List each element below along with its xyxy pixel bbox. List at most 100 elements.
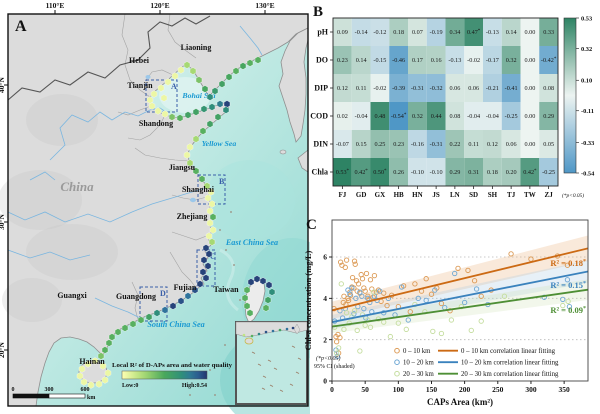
heatmap-col-label: SH	[488, 191, 498, 199]
map-dot	[192, 108, 200, 116]
map-dot	[246, 59, 254, 67]
legend-fit-label-1: 10 – 20 km correlation linear fitting	[461, 360, 559, 367]
heatmap-cell-value: -0.16	[411, 141, 424, 148]
province-label: Fujian	[174, 283, 197, 292]
heatmap-cell	[501, 46, 521, 74]
sea-patch	[205, 160, 295, 240]
heatmap-cell	[370, 130, 390, 158]
heatmap-cell	[464, 158, 483, 186]
significance-note: (*p<0.05)	[562, 192, 584, 199]
map-dot	[78, 365, 86, 373]
heatmap-col-label: FJ	[338, 191, 346, 199]
scatter-point-0	[365, 293, 371, 299]
islet	[214, 394, 216, 396]
heatmap-cell-value: -0.25	[505, 113, 518, 120]
terrain-shading	[0, 170, 82, 230]
heatmap-cell	[389, 130, 408, 158]
scatter-point-0	[412, 281, 418, 287]
panel-label-a: A	[15, 18, 27, 35]
map-dot	[214, 113, 222, 121]
scatter-point-2	[430, 328, 436, 335]
heatmap-cell	[389, 158, 408, 186]
map-dot	[265, 281, 273, 289]
scatter-point-0	[455, 265, 461, 272]
heatmap-cell	[351, 158, 371, 186]
scatter-point-0	[355, 281, 362, 287]
scatter-point-2	[338, 281, 344, 287]
heatmap-panel: B 0.09 -0.14 -0.12 0.18 0.07 -0.19 0.34 0.47* -0.…	[310, 4, 595, 199]
scatter-point-1	[405, 317, 411, 323]
study-box-label-D: D	[160, 289, 166, 298]
colorbar-tick-label: 0.10	[581, 78, 592, 85]
study-box-B	[197, 174, 226, 205]
y-tick-label: 0	[323, 377, 327, 386]
islet	[230, 211, 232, 213]
heatmap-row-label: DO	[316, 56, 328, 65]
province-label: Guangxi	[57, 291, 87, 300]
heatmap-cell	[351, 74, 371, 102]
heatmap-cell-value: 0.08	[543, 85, 554, 92]
legend-label-0: 0 – 10 km	[403, 348, 431, 355]
map-dot	[246, 309, 254, 317]
heatmap-cell	[351, 46, 371, 74]
terrain-shading	[26, 94, 98, 146]
heatmap-cell	[370, 74, 390, 102]
inset-dot	[257, 332, 261, 336]
scatter-point-2	[468, 327, 474, 334]
heatmap-cell-value: -0.46	[392, 57, 405, 64]
map-dot	[208, 103, 216, 111]
map-dot	[239, 62, 247, 70]
heatmap-cell-value: -0.12	[373, 29, 386, 36]
heatmap-cell-value: 0.08	[449, 113, 460, 120]
heatmap-cell-value: 0.15	[356, 141, 367, 148]
ci-band-2	[332, 279, 588, 334]
map-dot	[208, 200, 216, 208]
heatmap-cell	[520, 130, 540, 158]
heatmap-cell-value: 0.53*	[336, 169, 350, 176]
map-dot	[196, 280, 204, 288]
map-dot	[206, 219, 214, 227]
province-label: Guangdong	[116, 292, 156, 301]
heatmap-cell	[520, 102, 540, 130]
heatmap-cell	[370, 102, 390, 130]
map-dot	[195, 76, 203, 84]
y-tick-label: 6	[323, 253, 327, 262]
province-label: Liaoning	[181, 43, 212, 52]
heatmap-cell	[483, 102, 502, 130]
map-dot	[207, 188, 215, 196]
scatter-point-2	[403, 326, 409, 332]
heatmap-cell-value: -0.10	[430, 169, 443, 176]
map-dot	[186, 143, 194, 151]
scatter-point-0	[333, 339, 340, 345]
heatmap-cell	[501, 18, 521, 46]
heatmap-cell-value: 0.26	[393, 169, 404, 176]
province-label: Hebei	[129, 56, 150, 65]
scatter-point-1	[461, 299, 468, 306]
heatmap-cell-value: 0.11	[356, 85, 367, 92]
map-dot	[160, 94, 168, 102]
inset-dash	[279, 389, 284, 392]
study-box-C	[196, 249, 216, 287]
islet	[225, 249, 227, 251]
latitude-label: 30°N	[0, 213, 6, 229]
heatmap-cell-value: -0.41	[505, 85, 518, 92]
province-label: Zhejiang	[177, 212, 208, 221]
y-tick-label: 2	[323, 335, 327, 344]
scatter-point-0	[359, 276, 366, 282]
colorbar-tick-label: -0.11	[581, 108, 594, 115]
lake-taihu	[190, 197, 196, 203]
map-dot	[206, 207, 214, 215]
heatmap-cell-value: 0.18	[393, 29, 404, 36]
heatmap-cell	[426, 102, 446, 130]
scatter-point-0	[341, 293, 347, 299]
heatmap-cell-value: -0.13	[486, 29, 499, 36]
inset-coast	[235, 321, 308, 338]
map-dot	[183, 151, 191, 159]
province-label: Taiwan	[213, 285, 239, 294]
heatmap-cell-value: 0.34	[449, 29, 460, 36]
heatmap-cell-value: -0.31	[411, 85, 424, 92]
heatmap-cell-value: 0.00	[524, 57, 535, 64]
heatmap-cell-value: 0.32	[412, 113, 423, 120]
islet	[219, 229, 221, 231]
heatmap-row-label: DIN	[313, 140, 328, 149]
